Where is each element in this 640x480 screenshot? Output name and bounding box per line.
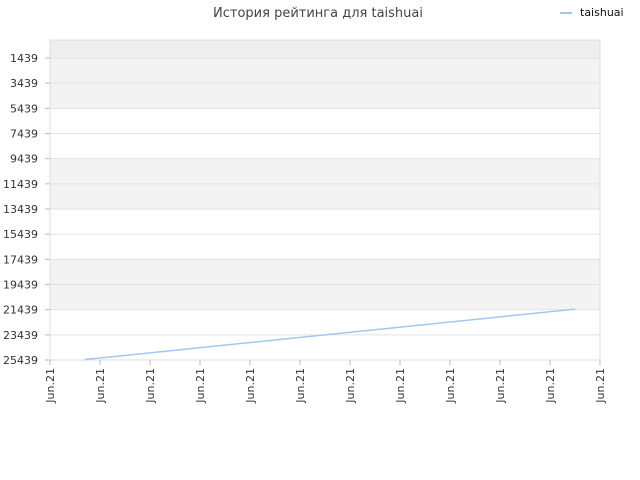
plot-band	[50, 108, 600, 134]
plot-band	[50, 309, 600, 335]
y-tick-label: 7439	[10, 128, 38, 141]
x-tick-label: Jun.21	[544, 368, 557, 404]
legend[interactable]: taishuai	[560, 6, 624, 19]
plot-band	[50, 284, 600, 310]
x-tick-label: Jun.21	[594, 368, 607, 404]
y-tick-label: 3439	[10, 77, 38, 90]
plot-band	[50, 234, 600, 260]
y-tick-label: 15439	[3, 228, 38, 241]
x-tick-label: Jun.21	[94, 368, 107, 404]
y-tick-label: 1439	[10, 52, 38, 65]
y-tick-label: 23439	[3, 329, 38, 342]
x-tick-label: Jun.21	[194, 368, 207, 404]
chart-title: История рейтинга для taishuai	[213, 6, 423, 21]
y-tick-label: 19439	[3, 279, 38, 292]
y-axis-ticks: 1439 3439 5439 7439 9439 11439 13439 15439 17439…	[3, 52, 50, 367]
x-tick-label: Jun.21	[244, 368, 257, 404]
plot-band	[50, 133, 600, 159]
legend-label-taishuai: taishuai	[580, 6, 624, 19]
plot-band	[50, 58, 600, 84]
y-tick-label: 21439	[3, 304, 38, 317]
x-tick-label: Jun.21	[44, 368, 57, 404]
plot-background-bands	[50, 40, 600, 360]
plot-band	[50, 334, 600, 360]
x-tick-label: Jun.21	[294, 368, 307, 404]
x-tick-label: Jun.21	[344, 368, 357, 404]
x-axis-ticks: Jun.21 Jun.21 Jun.21 Jun.21 Jun.21 Jun.21 Jun.…	[44, 360, 607, 404]
plot-area-border	[49, 39, 601, 361]
x-tick-label: Jun.21	[444, 368, 457, 404]
series-layer	[84, 308, 576, 361]
y-tick-label: 11439	[3, 178, 38, 191]
y-tick-label: 17439	[3, 253, 38, 266]
y-tick-label: 25439	[3, 354, 38, 367]
x-tick-label: Jun.21	[144, 368, 157, 404]
series-line-taishuai	[84, 308, 576, 361]
y-tick-label: 13439	[3, 203, 38, 216]
plot-band	[50, 209, 600, 235]
plot-band	[50, 158, 600, 184]
x-tick-label: Jun.21	[394, 368, 407, 404]
y-tick-label: 9439	[10, 153, 38, 166]
y-tick-label: 5439	[10, 102, 38, 115]
x-tick-label: Jun.21	[494, 368, 507, 404]
plot-band	[50, 259, 600, 285]
plot-band	[50, 40, 600, 58]
plot-band	[50, 183, 600, 209]
plot-band	[50, 83, 600, 109]
